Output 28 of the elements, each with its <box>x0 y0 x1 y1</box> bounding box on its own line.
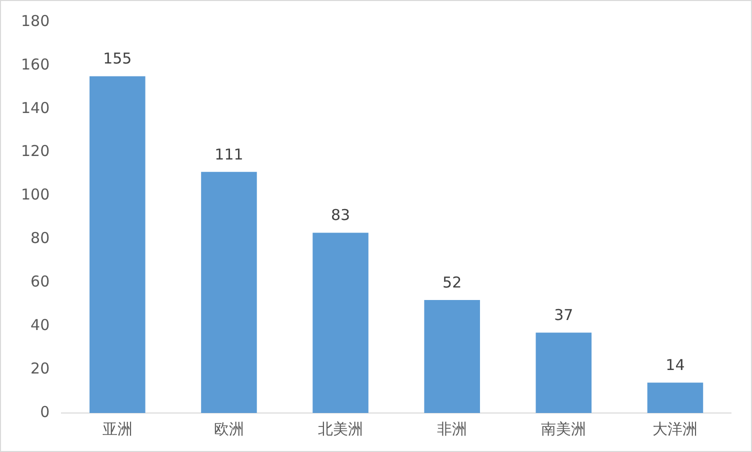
y-tick-label: 0 <box>40 402 50 421</box>
y-tick-label: 140 <box>20 98 50 117</box>
data-label: 37 <box>554 306 574 324</box>
data-label: 111 <box>214 145 244 164</box>
x-tick-label: 非洲 <box>437 420 468 438</box>
x-tick-label: 欧洲 <box>214 420 244 438</box>
data-label: 14 <box>666 356 685 374</box>
y-tick-label: 60 <box>30 272 50 291</box>
x-tick-label: 北美洲 <box>318 420 364 438</box>
data-label: 155 <box>103 50 132 68</box>
data-label: 52 <box>442 273 462 292</box>
y-tick-label: 120 <box>20 142 50 160</box>
bar <box>424 300 480 413</box>
y-tick-label: 100 <box>20 186 50 204</box>
bar <box>312 232 368 413</box>
data-label: 83 <box>330 206 350 224</box>
x-tick-label: 南美洲 <box>541 420 586 438</box>
bar <box>201 172 257 413</box>
x-tick-label: 亚洲 <box>102 420 132 438</box>
bar <box>536 332 592 413</box>
bar <box>90 76 146 413</box>
y-tick-label: 180 <box>20 12 50 30</box>
y-tick-label: 40 <box>30 316 50 334</box>
y-tick-label: 160 <box>20 55 50 74</box>
x-tick-label: 大洋洲 <box>652 420 698 438</box>
y-tick-label: 20 <box>30 359 50 378</box>
y-tick-label: 80 <box>30 229 50 248</box>
bar <box>647 382 704 413</box>
